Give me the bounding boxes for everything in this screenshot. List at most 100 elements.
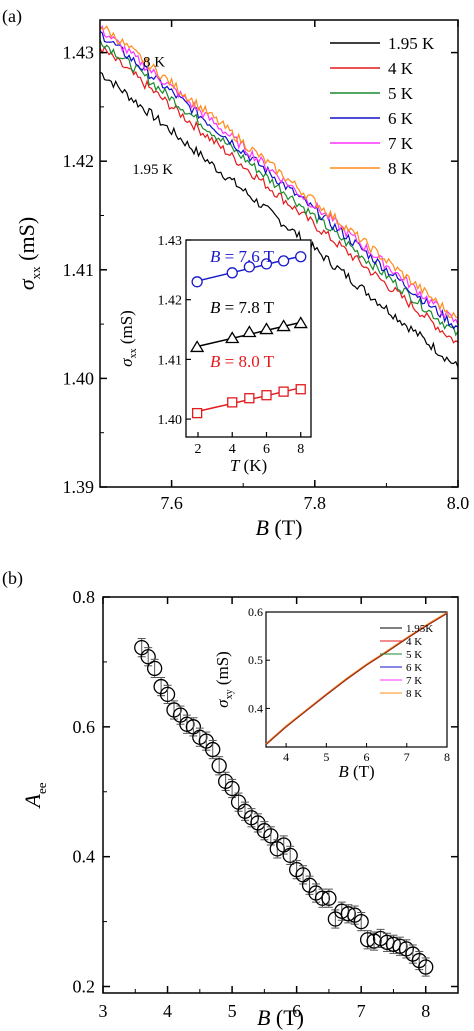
inset-b-legend-label-1: 4 K bbox=[406, 636, 422, 648]
panel-a: (a)7.6 7.8 8.01.391.401.411.421.43B (T)σxx… bbox=[2, 6, 469, 540]
y-tick-label-2: 1.41 bbox=[63, 260, 95, 280]
inset-a-series-label-value-0: = 7.6 T bbox=[220, 247, 274, 266]
b-y-axis-title: Aee bbox=[20, 782, 49, 809]
inset-b-x-tick-label-0: 4 bbox=[283, 750, 289, 764]
inset-a-x-title-symbol: T bbox=[230, 456, 241, 475]
b-y-tick-label-0: 0.2 bbox=[73, 977, 96, 997]
line-series-5 bbox=[100, 25, 458, 319]
inset-b-legend-label-3: 6 K bbox=[406, 662, 422, 674]
inset-a-point-1-5 bbox=[293, 316, 308, 329]
b-x-tick-label-0: 3 bbox=[99, 1001, 108, 1021]
panel-a-inset: 2 4 6 8 1.40 1.41 1.42 1.43 T (K) σxx (mS) B = 7.6… bbox=[117, 234, 312, 475]
data-point-34 bbox=[353, 913, 369, 930]
data-point-2 bbox=[146, 660, 163, 677]
inset-b-legend-label-0: 1.95K bbox=[406, 623, 433, 635]
b-y-axis-title-symbol: A bbox=[20, 794, 45, 810]
data-point-23 bbox=[282, 847, 298, 864]
line-series-0 bbox=[100, 71, 458, 368]
legend-label-2: 5 K bbox=[388, 84, 414, 103]
inset-a-point-0-0 bbox=[191, 276, 203, 288]
x-axis-title-unit: (T) bbox=[269, 515, 303, 540]
y-axis-title-unit: (mS) bbox=[14, 217, 39, 267]
data-point-29 bbox=[321, 890, 337, 906]
b-x-tick-label-3: 6 bbox=[292, 1001, 301, 1021]
panel-b: (b) 3 4 5 6 7 8 0.2 0.4 0.6 0.8 B (T) Aee 4 5 6 7 8 0.4 0.5… bbox=[2, 568, 459, 1030]
inset-b-x-tick-label-4: 8 bbox=[444, 750, 450, 764]
inset-b-legend-label-2: 5 K bbox=[406, 649, 422, 661]
inset-a-point-0-4 bbox=[277, 255, 290, 267]
inset-b-y-title-symbol: σ bbox=[213, 699, 232, 708]
inset-b-y-tick-label-1: 0.5 bbox=[248, 653, 263, 667]
inset-a-y-tick-label-2: 1.42 bbox=[158, 294, 183, 309]
data-point-12 bbox=[211, 758, 227, 774]
y-axis-title-symbol: σ bbox=[14, 278, 39, 290]
inset-a-point-2-0 bbox=[191, 407, 203, 419]
b-y-axis-title-subscript: ee bbox=[34, 782, 49, 794]
inset-b-y-title-subscript: xy bbox=[224, 689, 235, 699]
inset-b-x-title-symbol: B bbox=[338, 762, 349, 781]
x-axis-title-symbol: B bbox=[255, 515, 268, 540]
inset-b-y-title-unit: (mS) bbox=[213, 651, 232, 689]
inset-a-y-title-subscript: xx bbox=[128, 348, 139, 358]
inset-a-series-label-0: B = 7.6 T bbox=[210, 247, 275, 266]
inset-a-x-tick-label-1: 4 bbox=[229, 442, 236, 457]
data-point-11 bbox=[205, 741, 221, 758]
x-tick-label-1: 7.8 bbox=[304, 493, 327, 513]
inset-a-y-tick-label-0: 1.40 bbox=[158, 413, 183, 428]
b-y-tick-label-3: 0.8 bbox=[73, 587, 96, 607]
panel-a-label: (a) bbox=[2, 6, 22, 27]
inset-a-point-1-2 bbox=[242, 325, 257, 338]
panel-b-frame bbox=[102, 596, 459, 994]
inset-a-y-title: σxx (mS) bbox=[117, 310, 139, 367]
b-x-tick-label-2: 5 bbox=[228, 1001, 237, 1021]
inset-a-series-label-value-2: = 8.0 T bbox=[220, 352, 274, 371]
inset-a-x-tick-label-0: 2 bbox=[194, 442, 201, 457]
y-tick-label-0: 1.39 bbox=[63, 477, 95, 497]
inset-a-series-label-symbol-1: B bbox=[210, 298, 221, 317]
b-x-axis-title-unit: (T) bbox=[270, 1005, 304, 1030]
inset-a-frame bbox=[185, 239, 312, 438]
data-point-1 bbox=[140, 649, 156, 665]
inset-a-point-2-5 bbox=[295, 384, 306, 395]
data-point-4 bbox=[159, 686, 176, 703]
data-point-35 bbox=[359, 932, 376, 948]
inset-b-y-tick-label-0: 0.4 bbox=[248, 701, 263, 715]
y-tick-label-1: 1.40 bbox=[63, 368, 95, 388]
inset-a-point-2-1 bbox=[227, 397, 238, 408]
inset-a-series-label-symbol-0: B bbox=[210, 247, 221, 266]
x-tick-label-0: 7.6 bbox=[160, 493, 183, 513]
inset-b-legend-label-4: 7 K bbox=[406, 675, 422, 687]
x-axis-title: B (T) bbox=[255, 515, 302, 540]
legend-label-0: 1.95 K bbox=[388, 34, 435, 53]
inset-a-point-2-4 bbox=[278, 386, 289, 397]
y-axis-title: σxx (mS) bbox=[14, 217, 43, 290]
inset-b-x-tick-label-1: 5 bbox=[323, 750, 329, 764]
inset-a-point-0-5 bbox=[295, 251, 307, 263]
data-point-28 bbox=[314, 890, 331, 906]
data-point-40 bbox=[392, 938, 408, 954]
inset-b-curve-5 bbox=[265, 612, 448, 745]
legend-label-1: 4 K bbox=[388, 59, 414, 78]
legend: 1.95 K 4 K 5 K 6 K 7 K 8 K bbox=[330, 34, 435, 178]
inset-a-series-label-symbol-2: B bbox=[210, 352, 221, 371]
data-point-44 bbox=[418, 959, 434, 975]
annotation-0: 8 K bbox=[143, 55, 165, 71]
inset-a-series-label-value-1: = 7.8 T bbox=[220, 298, 274, 317]
b-x-tick-label-5: 8 bbox=[421, 1001, 430, 1021]
inset-a-y-title-unit: (mS) bbox=[117, 310, 136, 348]
data-point-14 bbox=[224, 780, 240, 797]
inset-b-curve-top bbox=[265, 612, 448, 746]
inset-a-point-0-2 bbox=[243, 261, 256, 273]
b-x-tick-label-1: 4 bbox=[163, 1001, 172, 1021]
inset-a-point-2-3 bbox=[261, 390, 272, 401]
inset-b-legend-label-5: 8 K bbox=[406, 688, 422, 700]
data-point-36 bbox=[366, 933, 382, 949]
y-tick-label-3: 1.42 bbox=[63, 151, 95, 171]
data-point-32 bbox=[340, 906, 356, 922]
panel-b-label: (b) bbox=[2, 568, 23, 589]
inset-b-x-title-unit: (T) bbox=[349, 762, 375, 781]
legend-label-3: 6 K bbox=[388, 109, 414, 128]
inset-b-x-tick-label-3: 7 bbox=[404, 750, 410, 764]
